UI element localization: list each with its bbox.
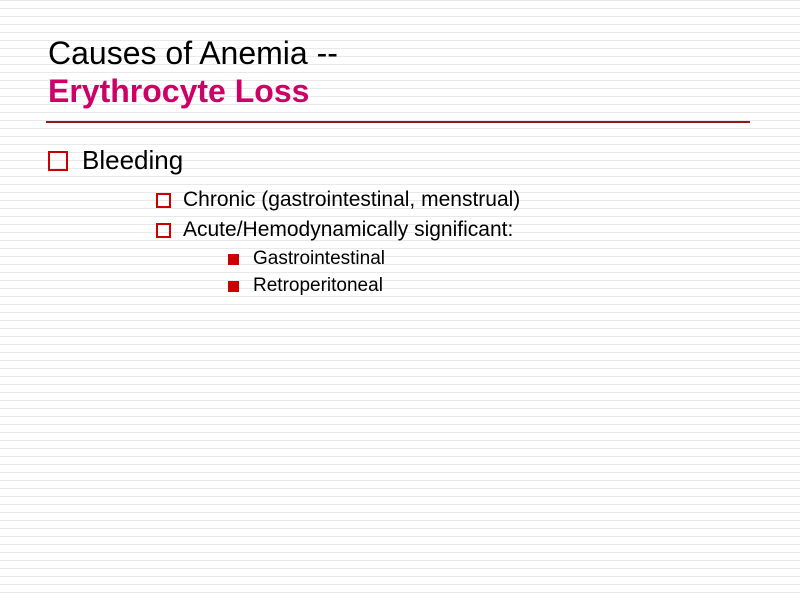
list-item: Retroperitoneal (228, 275, 752, 297)
sublist-level2: Chronic (gastrointestinal, menstrual) Ac… (156, 188, 752, 297)
title-block: Causes of Anemia -- Erythrocyte Loss (48, 34, 752, 111)
title-line-2: Erythrocyte Loss (48, 72, 752, 110)
content-body: Bleeding Chronic (gastrointestinal, mens… (48, 145, 752, 297)
title-underline (46, 121, 750, 123)
list-item-label: Acute/Hemodynamically significant: (183, 218, 513, 242)
list-item: Chronic (gastrointestinal, menstrual) (156, 188, 752, 212)
list-item: Bleeding (48, 145, 752, 176)
title-line-1: Causes of Anemia -- (48, 34, 752, 72)
list-item-label: Bleeding (82, 145, 183, 176)
list-item: Gastrointestinal (228, 248, 752, 270)
filled-square-icon (228, 254, 239, 265)
hollow-square-icon (156, 223, 171, 238)
sublist-level3: Gastrointestinal Retroperitoneal (228, 248, 752, 297)
list-item-label: Gastrointestinal (253, 248, 385, 270)
list-item-label: Chronic (gastrointestinal, menstrual) (183, 188, 520, 212)
list-item-label: Retroperitoneal (253, 275, 383, 297)
list-item: Acute/Hemodynamically significant: (156, 218, 752, 242)
slide-container: Causes of Anemia -- Erythrocyte Loss Ble… (0, 0, 800, 342)
hollow-square-icon (48, 151, 68, 171)
filled-square-icon (228, 281, 239, 292)
hollow-square-icon (156, 193, 171, 208)
